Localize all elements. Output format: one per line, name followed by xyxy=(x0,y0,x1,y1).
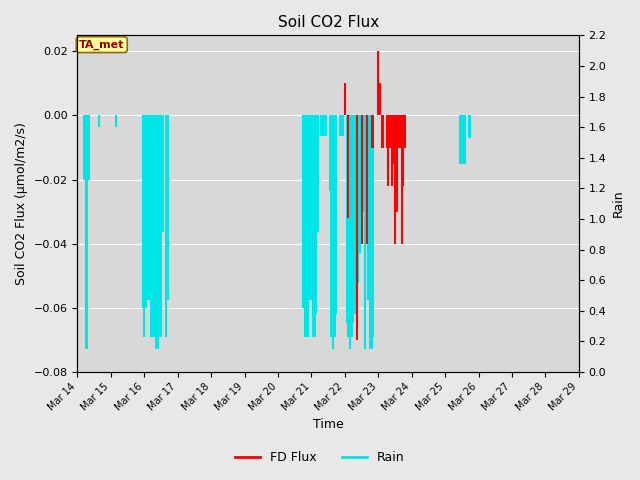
Y-axis label: Soil CO2 Flux (μmol/m2/s): Soil CO2 Flux (μmol/m2/s) xyxy=(15,122,28,285)
Y-axis label: Rain: Rain xyxy=(612,190,625,217)
X-axis label: Time: Time xyxy=(313,419,344,432)
Text: TA_met: TA_met xyxy=(79,39,124,50)
Legend: FD Flux, Rain: FD Flux, Rain xyxy=(230,446,410,469)
Title: Soil CO2 Flux: Soil CO2 Flux xyxy=(278,15,379,30)
